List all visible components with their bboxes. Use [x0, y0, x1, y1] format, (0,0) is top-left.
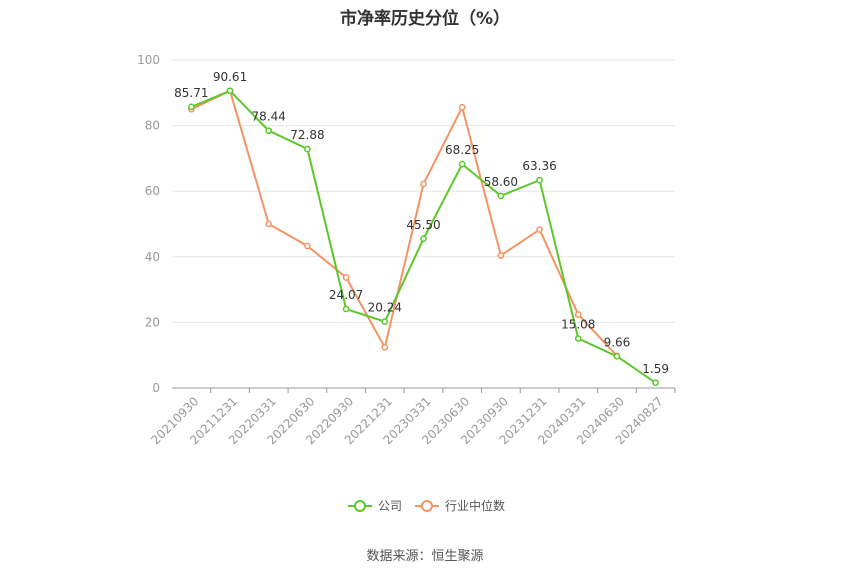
data-point[interactable] [536, 226, 543, 233]
data-point[interactable] [420, 180, 427, 188]
data-label: 78.44 [252, 110, 286, 124]
line-chart: 0 20 40 60 80 100 202109302021123120220331202… [137, 53, 676, 513]
data-point[interactable] [342, 305, 350, 313]
y-tick-label: 60 [145, 184, 160, 198]
data-point[interactable] [458, 160, 466, 168]
data-point[interactable] [458, 103, 466, 111]
data-point[interactable] [381, 343, 389, 351]
data-label: 90.61 [213, 70, 247, 84]
chart-title: 市净率历史分位（%） [339, 9, 511, 29]
data-point[interactable] [304, 145, 311, 153]
data-point[interactable] [187, 103, 195, 111]
data-point[interactable] [265, 127, 273, 135]
legend-item-0[interactable]: 公司 [348, 499, 402, 513]
data-label: 45.50 [406, 218, 440, 232]
data-labels: 85.71 90.61 78.44 72.88 24.07 20.24 45.50 68.25… [174, 70, 669, 376]
legend-marker [421, 500, 433, 512]
data-point[interactable] [226, 87, 234, 95]
legend-item-1[interactable]: 行业中位数 [415, 498, 505, 513]
y-tick-label: 0 [152, 381, 160, 395]
y-tick-label: 100 [137, 53, 160, 67]
legend: 公司 行业中位数 [348, 498, 505, 513]
y-axis: 0 20 40 60 80 100 [137, 53, 160, 395]
grid-lines [172, 59, 675, 389]
data-point[interactable] [574, 335, 582, 342]
data-point[interactable] [265, 220, 273, 228]
data-label: 58.60 [484, 175, 518, 189]
data-point[interactable] [613, 352, 621, 360]
y-tick-label: 20 [145, 315, 160, 329]
data-label: 9.66 [604, 335, 631, 349]
data-point[interactable] [304, 242, 311, 250]
data-point[interactable] [536, 176, 543, 184]
legend-label: 行业中位数 [445, 498, 505, 513]
data-label: 1.59 [642, 362, 669, 376]
data-point[interactable] [497, 252, 505, 259]
data-point[interactable] [420, 235, 427, 243]
data-label: 15.08 [561, 318, 595, 332]
data-label: 68.25 [445, 143, 479, 157]
data-point[interactable] [652, 379, 660, 387]
y-tick-label: 40 [145, 250, 160, 264]
series-group [187, 87, 660, 387]
data-label: 63.36 [522, 159, 556, 173]
data-label: 72.88 [290, 128, 324, 142]
series-line-1 [190, 89, 618, 357]
legend-label: 公司 [378, 499, 402, 513]
data-point[interactable] [497, 192, 505, 200]
y-tick-label: 80 [145, 119, 160, 133]
data-point[interactable] [381, 318, 389, 325]
legend-marker [354, 500, 366, 512]
data-point[interactable] [574, 311, 582, 318]
data-label: 24.07 [329, 288, 363, 302]
data-source: 数据来源：恒生聚源 [366, 549, 484, 564]
data-point[interactable] [342, 274, 350, 281]
data-label: 20.24 [368, 301, 402, 315]
data-label: 85.71 [174, 86, 208, 100]
x-axis: 2021093020211231202203312022063020220930… [148, 388, 676, 447]
